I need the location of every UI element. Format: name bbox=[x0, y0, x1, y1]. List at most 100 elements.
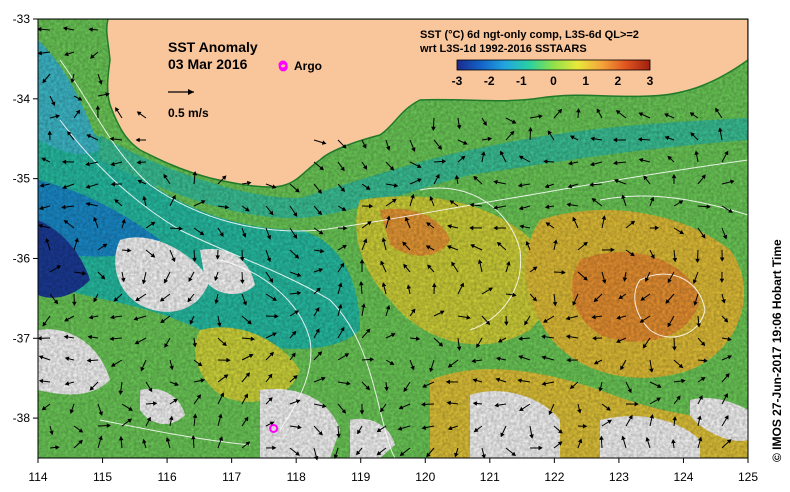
current-vector-head-icon bbox=[470, 244, 475, 249]
current-vector-head-icon bbox=[449, 200, 455, 205]
map-date: 03 Mar 2016 bbox=[168, 56, 248, 72]
current-vector-head-icon bbox=[114, 199, 119, 204]
current-vector-head-icon bbox=[404, 216, 410, 222]
current-vector-head-icon bbox=[598, 387, 603, 392]
current-vector-head-icon bbox=[493, 225, 498, 231]
current-vector-head-icon bbox=[95, 105, 101, 110]
current-vector-head-icon bbox=[538, 114, 543, 119]
current-vector-head-icon bbox=[664, 135, 670, 141]
current-vector-head-icon bbox=[544, 204, 550, 210]
current-vector-head-icon bbox=[174, 381, 179, 387]
current-vector-head-icon bbox=[341, 409, 347, 414]
current-vector-head-icon bbox=[634, 401, 639, 407]
current-vector-head-icon bbox=[70, 78, 75, 84]
current-vector-head-icon bbox=[100, 274, 106, 280]
current-vector-head-icon bbox=[727, 355, 733, 360]
current-vector-head-icon bbox=[532, 266, 538, 271]
current-vector-head-icon bbox=[700, 341, 706, 347]
current-vector-head-icon bbox=[572, 301, 577, 306]
current-vector-head-icon bbox=[192, 257, 197, 263]
current-vector-head-icon bbox=[142, 195, 147, 201]
current-vector-head-icon bbox=[272, 296, 277, 301]
current-vector-head-icon bbox=[620, 365, 625, 371]
x-tick-label: 121 bbox=[480, 470, 500, 484]
current-vector-head-icon bbox=[196, 394, 202, 399]
current-vector-head-icon bbox=[389, 166, 395, 171]
current-vector-head-icon bbox=[589, 182, 594, 187]
current-vector-head-icon bbox=[676, 395, 681, 401]
current-vector-head-icon bbox=[38, 355, 44, 360]
current-vector-head-icon bbox=[64, 356, 70, 361]
colorbar-ticks: -3 -2 -1 0 1 2 3 bbox=[452, 74, 654, 88]
current-vector-head-icon bbox=[429, 367, 434, 373]
current-vector-head-icon bbox=[113, 297, 119, 302]
current-vector-head-icon bbox=[339, 262, 345, 268]
current-vector-head-icon bbox=[118, 390, 124, 395]
current-vector-head-icon bbox=[541, 334, 546, 340]
current-vectors bbox=[37, 26, 735, 461]
plot-frame bbox=[37, 18, 749, 459]
current-vector-head-icon bbox=[319, 248, 325, 254]
current-vector-head-icon bbox=[441, 159, 447, 164]
current-vector-head-icon bbox=[590, 136, 595, 142]
current-vector-head-icon bbox=[93, 297, 98, 303]
current-vector-head-icon bbox=[552, 301, 558, 307]
current-vector-head-icon bbox=[524, 320, 529, 326]
current-vector-head-icon bbox=[410, 193, 415, 199]
current-vector-head-icon bbox=[337, 282, 343, 288]
current-vector-head-icon bbox=[109, 136, 114, 142]
current-vector-head-icon bbox=[271, 184, 277, 189]
current-vector-head-icon bbox=[672, 346, 677, 351]
current-vector-head-icon bbox=[696, 323, 701, 328]
current-vector-head-icon bbox=[98, 435, 103, 441]
current-vector-head-icon bbox=[485, 320, 491, 326]
colorbar-bar bbox=[456, 59, 651, 71]
current-vector-head-icon bbox=[700, 376, 706, 382]
current-vector-head-icon bbox=[340, 326, 345, 332]
current-vector-head-icon bbox=[62, 184, 67, 190]
current-vector-head-icon bbox=[109, 336, 114, 341]
current-vector-head-icon bbox=[706, 204, 711, 209]
current-vector-head-icon bbox=[148, 387, 153, 393]
current-vector-head-icon bbox=[118, 436, 124, 441]
current-vector-head-icon bbox=[318, 230, 324, 235]
current-vector-head-icon bbox=[110, 314, 115, 320]
credit-line: © IMOS 27-Jun-2017 19:06 Hobart Time bbox=[770, 239, 784, 462]
current-vector-head-icon bbox=[438, 342, 444, 347]
current-vector-head-icon bbox=[242, 233, 247, 238]
current-vector-head-icon bbox=[218, 413, 223, 419]
current-vector-head-icon bbox=[62, 26, 68, 31]
current-vector-head-icon bbox=[39, 183, 45, 188]
current-vector-head-icon bbox=[630, 220, 636, 226]
current-vector-head-icon bbox=[525, 240, 530, 246]
current-vector-head-icon bbox=[315, 328, 320, 333]
current-vector-head-icon bbox=[55, 445, 60, 450]
current-vector-head-icon bbox=[295, 399, 301, 404]
current-vector-head-icon bbox=[322, 403, 327, 409]
current-vector-head-icon bbox=[723, 393, 728, 398]
current-vector-head-icon bbox=[221, 175, 227, 180]
current-vector-head-icon bbox=[649, 196, 655, 202]
current-vector-head-icon bbox=[292, 234, 298, 239]
current-vector-head-icon bbox=[293, 212, 298, 217]
current-vector-head-icon bbox=[724, 150, 729, 156]
current-vector-head-icon bbox=[341, 144, 347, 149]
current-vector-head-icon bbox=[481, 454, 486, 459]
current-vector-head-icon bbox=[98, 79, 103, 85]
current-vector-head-icon bbox=[519, 406, 524, 412]
current-vector-head-icon bbox=[723, 317, 729, 323]
current-vector-head-icon bbox=[318, 430, 323, 436]
current-vector-head-icon bbox=[110, 161, 115, 167]
current-vector-head-icon bbox=[529, 434, 534, 439]
current-vector-head-icon bbox=[518, 155, 524, 160]
current-vector-head-icon bbox=[199, 230, 205, 236]
current-vector-head-icon bbox=[85, 184, 91, 189]
current-vector-head-icon bbox=[445, 379, 451, 385]
current-vector-head-icon bbox=[362, 165, 368, 170]
current-vector-head-icon bbox=[240, 279, 245, 284]
current-vector-head-icon bbox=[127, 248, 132, 253]
current-vector-head-icon bbox=[240, 256, 245, 262]
current-vector-head-icon bbox=[269, 210, 274, 216]
current-vector-head-icon bbox=[64, 317, 69, 322]
current-vector-head-icon bbox=[294, 254, 300, 259]
